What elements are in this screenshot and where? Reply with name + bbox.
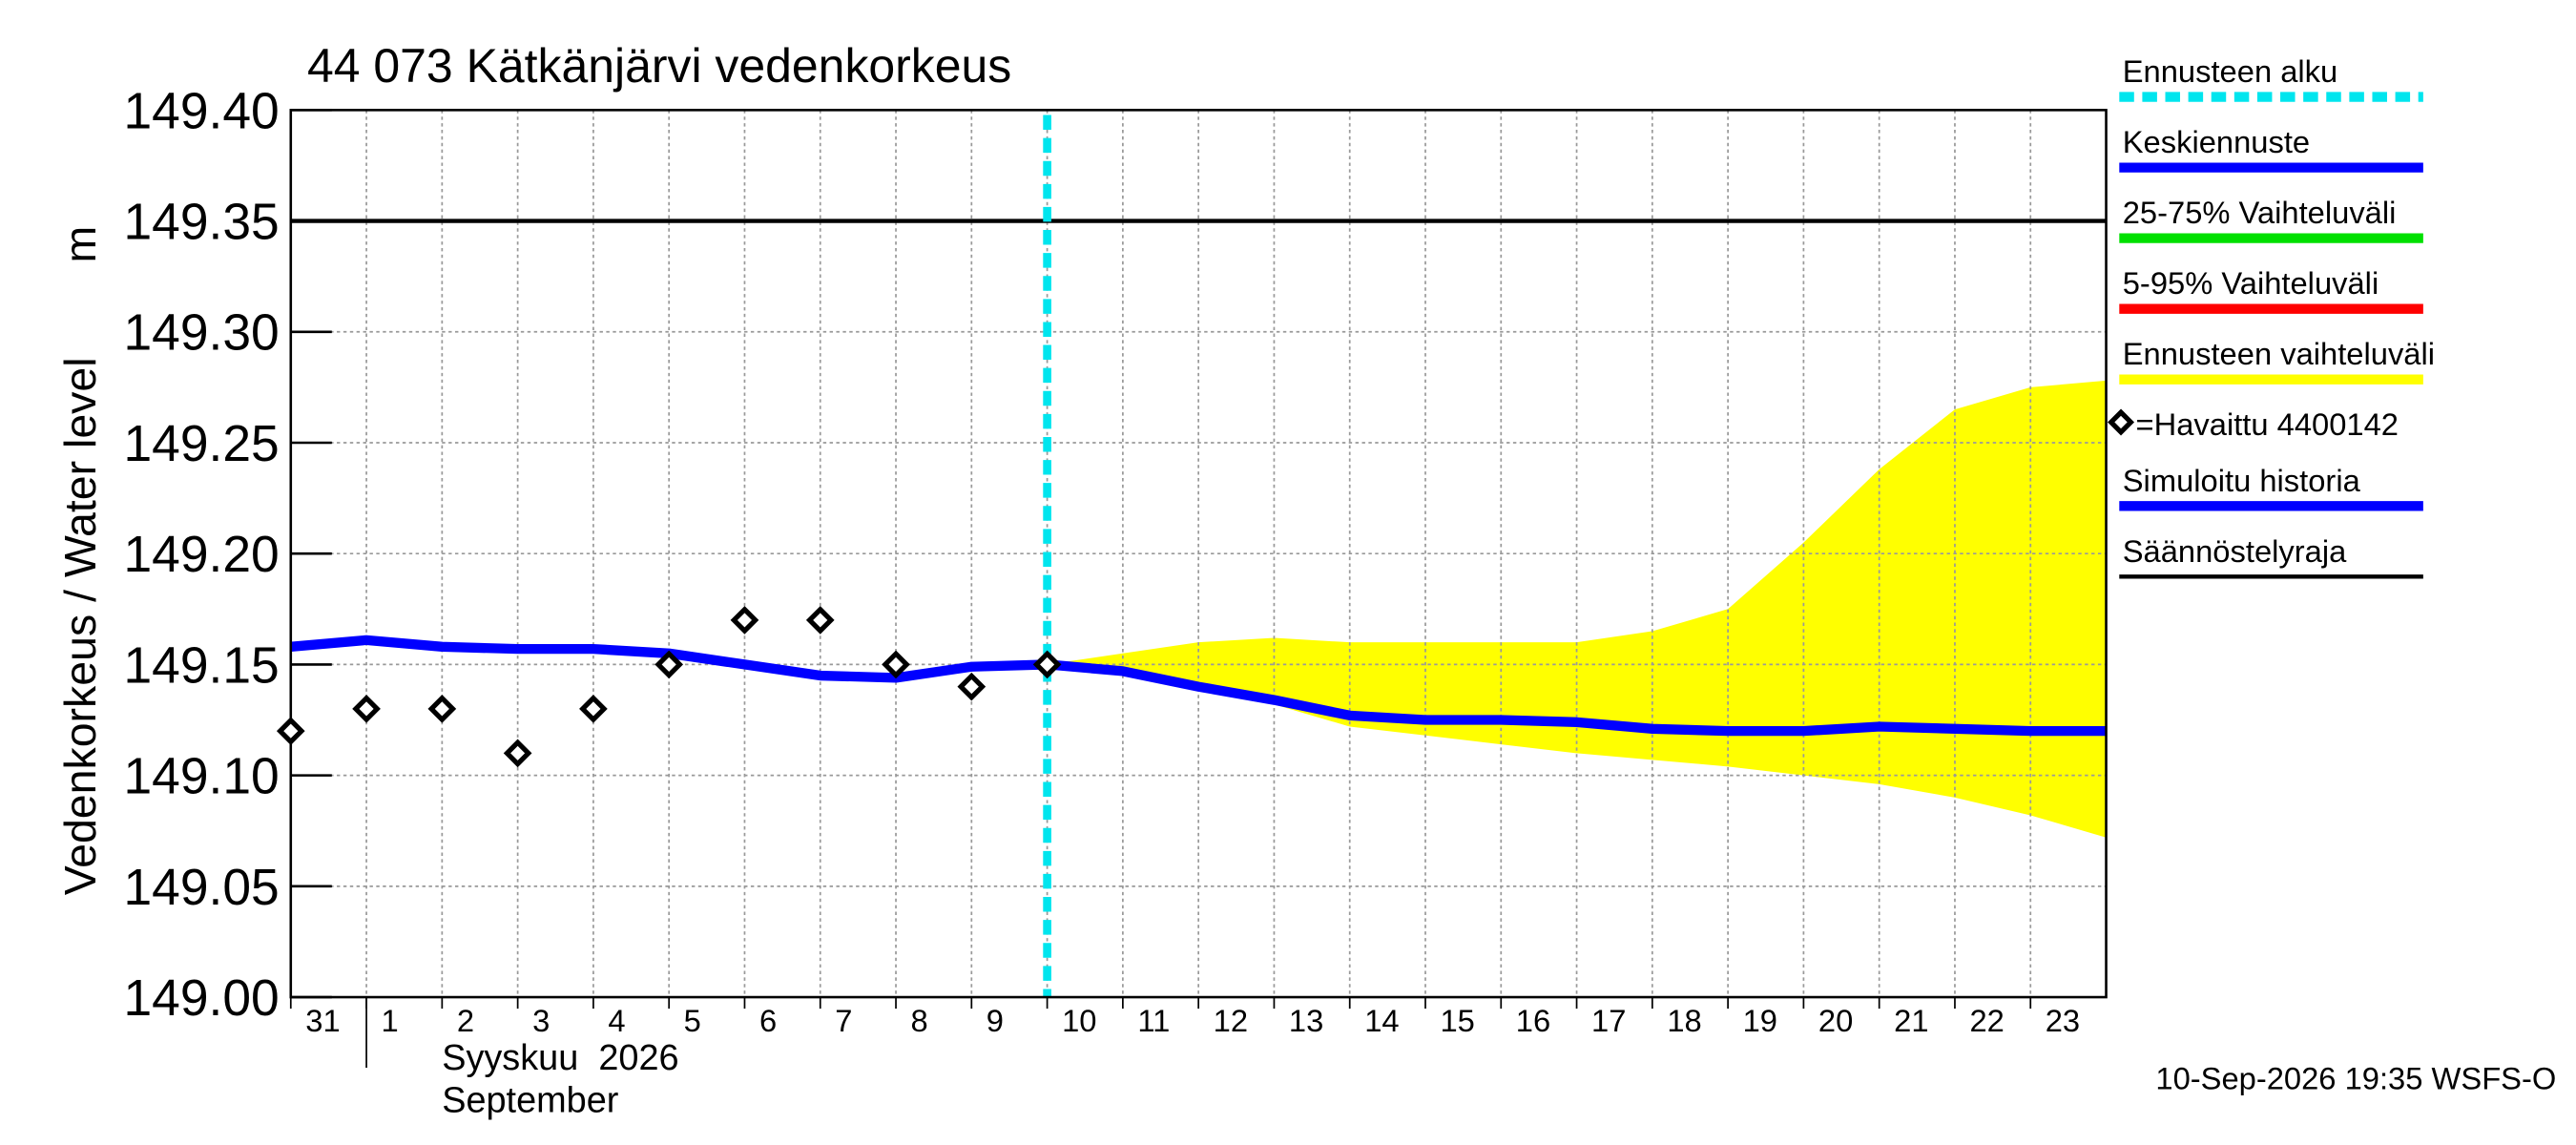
x-tick-label: 13: [1289, 1003, 1323, 1038]
x-tick-label: 5: [684, 1003, 701, 1038]
observation: [276, 717, 305, 745]
forecast-band: [1047, 380, 2107, 838]
timestamp: 10-Sep-2026 19:35 WSFS-O: [2155, 1060, 2556, 1095]
x-tick-label: 8: [911, 1003, 928, 1038]
observation: [503, 739, 532, 768]
y-tick-label: 149.40: [123, 83, 279, 139]
y-axis-label: Vedenkorkeus / Water level: [55, 357, 105, 895]
legend-symbol: [2108, 408, 2135, 436]
plot-frame: [289, 109, 2108, 999]
y-tick-label: 149.25: [123, 416, 279, 472]
legend-label: Ennusteen vaihteluväli: [2123, 336, 2435, 371]
legend-label: Ennusteen alku: [2123, 53, 2337, 89]
x-tick-label: 14: [1364, 1003, 1399, 1038]
y-tick-label: 149.35: [123, 195, 279, 251]
observation: [579, 695, 608, 723]
observation: [427, 695, 457, 723]
x-tick-label: 3: [532, 1003, 550, 1038]
x-tick-label: 10: [1062, 1003, 1096, 1038]
y-tick-label: 149.00: [123, 970, 279, 1027]
observation: [654, 650, 684, 679]
x-tick-label: 31: [305, 1003, 340, 1038]
chart-title: 44 073 Kätkänjärvi vedenkorkeus: [307, 39, 1011, 93]
observation: [352, 695, 381, 723]
observation: [882, 650, 910, 679]
line: [1047, 659, 2107, 737]
x-tick-label: 7: [835, 1003, 852, 1038]
observation: [805, 606, 835, 635]
x-tick-label: 4: [608, 1003, 625, 1038]
legend-label: =Havaittu 4400142: [2136, 406, 2399, 442]
observation: [730, 606, 759, 635]
legend-label: Säännöstelyraja: [2123, 533, 2347, 569]
y-tick-label: 149.05: [123, 860, 279, 916]
x-tick-label: 6: [759, 1003, 777, 1038]
observation: [1032, 650, 1062, 679]
x-tick-label: 17: [1591, 1003, 1626, 1038]
y-tick-label: 149.15: [123, 637, 279, 694]
y-tick-label: 149.30: [123, 305, 279, 362]
legend-label: Keskiennuste: [2123, 124, 2310, 159]
observation: [957, 672, 987, 701]
x-tick-label: 12: [1214, 1003, 1248, 1038]
x-tick-label: 23: [2046, 1003, 2080, 1038]
legend-label: Simuloitu historia: [2123, 463, 2361, 498]
month-label: Syyskuu 2026: [442, 1038, 678, 1078]
x-tick-label: 21: [1894, 1003, 1928, 1038]
x-tick-label: 18: [1667, 1003, 1701, 1038]
x-tick-label: 22: [1969, 1003, 2004, 1038]
y-axis-unit: m: [55, 226, 105, 263]
x-tick-label: 16: [1516, 1003, 1550, 1038]
legend-label: 25-75% Vaihteluväli: [2123, 195, 2397, 230]
x-tick-label: 19: [1743, 1003, 1777, 1038]
y-tick-label: 149.10: [123, 749, 279, 805]
y-tick-label: 149.20: [123, 527, 279, 583]
x-tick-label: 20: [1818, 1003, 1853, 1038]
x-tick-label: 11: [1137, 1003, 1170, 1038]
foreground: 149.00 149.05 149.10 149.15 149.20 149.25 149.…: [123, 53, 2435, 1069]
x-tick-label: 15: [1440, 1003, 1474, 1038]
x-tick-label: 9: [987, 1003, 1004, 1038]
x-tick-label: 2: [457, 1003, 474, 1038]
legend-label: 5-95% Vaihteluväli: [2123, 265, 2379, 301]
month-label-en: September: [442, 1081, 618, 1121]
x-tick-label: 1: [382, 1003, 399, 1038]
